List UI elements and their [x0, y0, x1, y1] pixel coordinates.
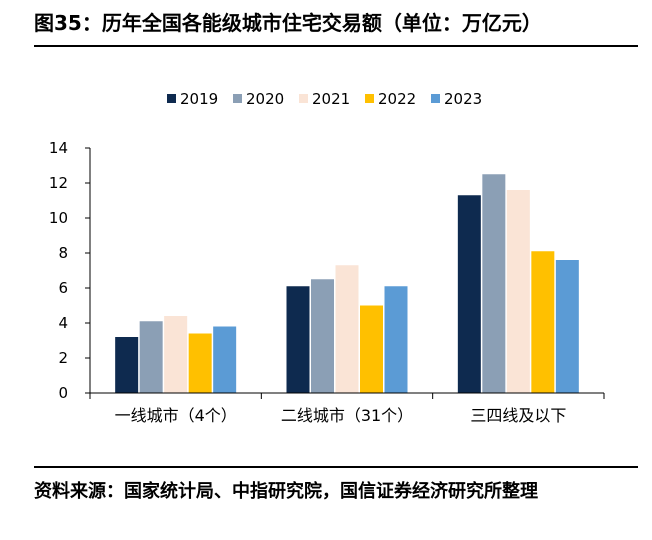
x-category-label: 二线城市（31个）: [281, 406, 413, 425]
bar-2019-2: [457, 195, 481, 393]
title-rule: [34, 45, 638, 47]
y-tick-label: 10: [49, 209, 68, 227]
y-tick-label: 0: [58, 384, 68, 402]
bar-2022-2: [531, 251, 555, 393]
chart-title: 图35：历年全国各能级城市住宅交易额（单位：万亿元）: [34, 11, 542, 35]
y-tick-label: 4: [58, 314, 68, 332]
bar-2023-2: [555, 260, 579, 393]
bar-2023-1: [384, 286, 408, 393]
y-tick-label: 6: [58, 279, 68, 297]
x-axis: 一线城市（4个） 二线城市（31个） 三四线及以下: [89, 392, 605, 425]
bar-2019-0: [115, 337, 139, 393]
legend-swatch-2022: [365, 94, 374, 103]
bars: [115, 174, 579, 393]
legend-label-2023: 2023: [444, 90, 482, 108]
bar-2022-0: [188, 333, 212, 393]
legend-label-2020: 2020: [246, 90, 284, 108]
bar-2020-0: [139, 321, 163, 393]
legend-label-2021: 2021: [312, 90, 350, 108]
legend-swatch-2023: [431, 94, 440, 103]
legend-swatch-2019: [167, 94, 176, 103]
y-tick-label: 8: [58, 244, 68, 262]
bar-2020-1: [311, 279, 334, 393]
y-tick-label: 14: [49, 139, 68, 157]
bar-2021-0: [164, 316, 188, 393]
legend: 2019 2020 2021 2022 2023: [167, 90, 482, 108]
y-axis: 0 2 4 6 8 10 12 14: [49, 139, 91, 402]
x-category-label: 一线城市（4个）: [115, 406, 237, 425]
legend-swatch-2020: [233, 94, 242, 103]
legend-swatch-2021: [299, 94, 308, 103]
legend-label-2022: 2022: [378, 90, 416, 108]
x-category-label: 三四线及以下: [470, 406, 566, 425]
bar-2019-1: [286, 286, 310, 393]
bar-2021-2: [506, 190, 530, 393]
source-note: 资料来源：国家统计局、中指研究院，国信证券经济研究所整理: [34, 481, 538, 502]
bar-2021-1: [335, 265, 359, 393]
source-rule: [34, 466, 638, 468]
y-tick-label: 12: [49, 174, 68, 192]
bar-2022-1: [360, 305, 383, 393]
y-tick-label: 2: [58, 349, 68, 367]
bar-chart: 2019 2020 2021 2022 2023 0 2 4 6 8 10 12 14 一线城市（4个…: [49, 90, 605, 425]
bar-2023-0: [213, 326, 237, 393]
bar-2020-2: [482, 174, 506, 393]
legend-label-2019: 2019: [180, 90, 218, 108]
